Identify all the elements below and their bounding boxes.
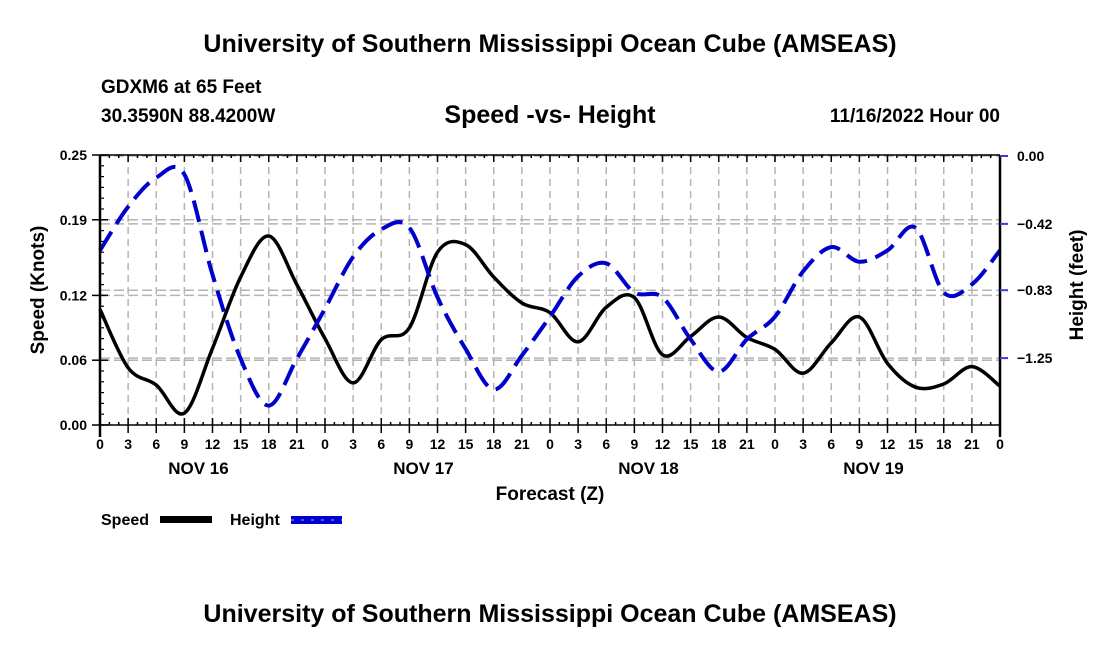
y2-tick-label: −0.83 xyxy=(1017,282,1053,298)
forecast-datetime: 11/16/2022 Hour 00 xyxy=(829,106,1000,127)
y-tick-label: 0.19 xyxy=(60,212,87,228)
axes xyxy=(92,154,1008,437)
x-tick-label: 18 xyxy=(261,436,277,452)
station-label: GDXM6 at 65 Feet xyxy=(101,77,262,98)
chart-title: Speed -vs- Height xyxy=(444,101,656,129)
x-tick-label: 18 xyxy=(936,436,952,452)
axis-labels: 0 3 6 9 12 15 18 21 0 3 6 9 12 15 18 21 0 3 6 9 12 15 18 21 0 3 6 9… xyxy=(28,147,1088,505)
x-tick-label: 0 xyxy=(771,436,779,452)
day-label: NOV 16 xyxy=(168,459,228,478)
x-tick-label: 9 xyxy=(855,436,863,452)
x-tick-label: 15 xyxy=(683,436,699,452)
y2-tick-label: −1.25 xyxy=(1017,350,1053,366)
x-tick-label: 0 xyxy=(546,436,554,452)
x-tick-label: 18 xyxy=(486,436,502,452)
legend-swatch-height xyxy=(291,516,342,524)
y-tick-label: 0.25 xyxy=(60,147,87,163)
x-tick-label: 15 xyxy=(233,436,249,452)
series-line-speed xyxy=(98,234,1002,416)
x-tick-label: 0 xyxy=(996,436,1004,452)
x-tick-label: 6 xyxy=(152,436,160,452)
x-tick-label: 21 xyxy=(964,436,980,452)
coordinates-label: 30.3590N 88.4200W xyxy=(101,106,276,127)
x-tick-label: 21 xyxy=(514,436,530,452)
legend: Speed Height xyxy=(101,512,342,529)
y-tick-label: 0.00 xyxy=(60,417,87,433)
x-tick-label: 12 xyxy=(430,436,446,452)
y2-axis-title: Height (feet) xyxy=(1067,230,1088,341)
legend-swatch-speed xyxy=(160,516,212,523)
x-tick-label: 0 xyxy=(96,436,104,452)
x-tick-label: 12 xyxy=(205,436,221,452)
x-axis-title: Forecast (Z) xyxy=(496,484,605,505)
x-tick-label: 3 xyxy=(799,436,807,452)
legend-label-height: Height xyxy=(230,512,280,529)
x-tick-label: 0 xyxy=(321,436,329,452)
x-tick-label: 21 xyxy=(289,436,305,452)
series-group xyxy=(98,164,1002,416)
day-label: NOV 17 xyxy=(393,459,453,478)
y-axis-title: Speed (Knots) xyxy=(28,226,49,355)
x-tick-label: 12 xyxy=(880,436,896,452)
x-tick-label: 15 xyxy=(458,436,474,452)
series-line-height xyxy=(98,164,1002,408)
x-tick-label: 6 xyxy=(602,436,610,452)
x-tick-label: 15 xyxy=(908,436,924,452)
y2-tick-label: 0.00 xyxy=(1017,148,1044,164)
x-tick-label: 6 xyxy=(827,436,835,452)
footer-title: University of Southern Mississippi Ocean… xyxy=(203,600,897,628)
x-tick-label: 21 xyxy=(739,436,755,452)
x-tick-label: 9 xyxy=(630,436,638,452)
x-tick-label: 18 xyxy=(711,436,727,452)
x-tick-label: 12 xyxy=(655,436,671,452)
x-tick-label: 3 xyxy=(124,436,132,452)
y-tick-label: 0.06 xyxy=(60,352,87,368)
y2-tick-label: −0.42 xyxy=(1017,216,1053,232)
day-label: NOV 19 xyxy=(843,459,903,478)
x-tick-label: 3 xyxy=(349,436,357,452)
day-label: NOV 18 xyxy=(618,459,678,478)
x-tick-label: 9 xyxy=(405,436,413,452)
page-title: University of Southern Mississippi Ocean… xyxy=(203,30,897,58)
x-tick-label: 3 xyxy=(574,436,582,452)
x-tick-label: 9 xyxy=(180,436,188,452)
y-tick-label: 0.12 xyxy=(60,287,87,303)
legend-label-speed: Speed xyxy=(101,512,149,529)
x-tick-label: 6 xyxy=(377,436,385,452)
